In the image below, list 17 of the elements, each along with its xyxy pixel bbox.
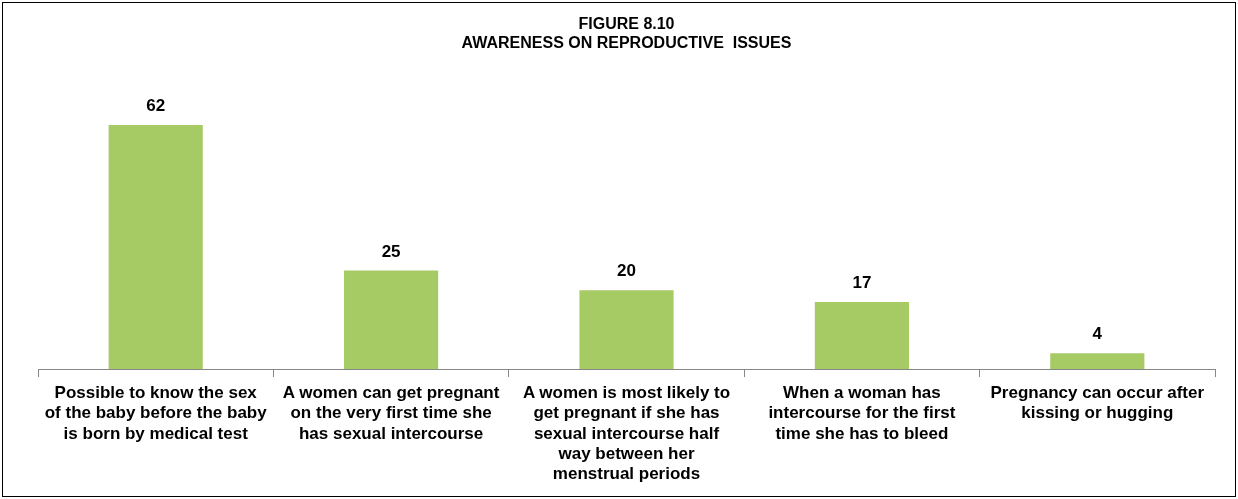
data-label: 4 xyxy=(1092,324,1103,344)
x-tick-label: Pregnancy can occur after kissing or hugging xyxy=(990,382,1205,423)
x-tick-label: When a woman has intercourse for the first time she has to bleed xyxy=(768,382,956,443)
data-label: 20 xyxy=(617,261,636,281)
x-tick-label: A women is most likely to get pregnant if she has sexual intercourse half way between her menstrual periods xyxy=(522,382,731,484)
bar xyxy=(1050,353,1145,369)
data-label: 62 xyxy=(146,96,166,116)
x-tick-label: A women can get pregnant on the very first time she has sexual intercourse xyxy=(282,382,500,443)
chart-subtitle: AWARENESS ON REPRODUCTIVE ISSUES xyxy=(461,34,792,52)
bar xyxy=(579,290,674,369)
x-tick-label: Possible to know the sex of the baby before the baby is born by medical test xyxy=(44,382,268,443)
chart-title: FIGURE 8.10 xyxy=(578,15,675,33)
data-label: 25 xyxy=(381,241,401,261)
bar xyxy=(814,302,909,369)
bar xyxy=(344,270,439,369)
data-label: 17 xyxy=(852,273,872,293)
bar xyxy=(108,124,203,369)
